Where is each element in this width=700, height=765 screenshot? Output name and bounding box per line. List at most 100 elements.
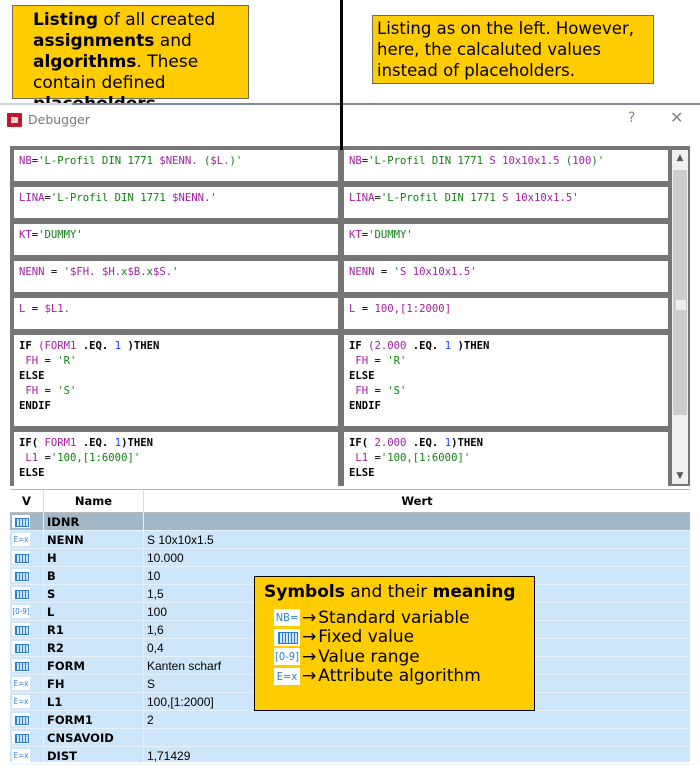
code-token: =	[25, 303, 45, 315]
code-cell-right[interactable]: IF (2.000 .EQ. 1 )THEN FH = 'R' ELSE FH =…	[344, 335, 668, 426]
code-token: '100,[1:6000]'	[380, 452, 471, 464]
code-token: '100,[1:6000]'	[50, 452, 141, 464]
code-token: FH	[19, 355, 39, 367]
column-header-wert[interactable]: Wert	[401, 494, 433, 508]
code-cell-left[interactable]: NB='L-Profil DIN 1771 $NENN. ($L.)'	[14, 150, 338, 181]
code-token: ELSE	[19, 370, 45, 382]
scroll-down-icon[interactable]: ▼	[676, 471, 684, 481]
annotation-right: Listing as on the left. However, here, t…	[372, 15, 654, 84]
code-token: =	[44, 192, 51, 204]
code-token: L	[349, 303, 356, 315]
variable-name: FORM	[47, 659, 85, 673]
attribute-algorithm-icon: E=x	[274, 667, 300, 685]
code-token: =	[374, 266, 394, 278]
app-icon	[7, 113, 22, 127]
code-cell-left[interactable]: IF( FORM1 .EQ. 1)THEN L1 ='100,[1:6000]'…	[14, 432, 338, 486]
code-line: FH = 'S'	[349, 384, 663, 399]
code-cell-left[interactable]: LINA='L-Profil DIN 1771 $NENN.'	[14, 187, 338, 218]
table-row[interactable]: E=x NENN S 10x10x1.5	[10, 531, 690, 549]
code-token: IF(	[349, 437, 375, 449]
variable-value: 0,4	[147, 641, 164, 655]
code-token: =	[368, 355, 388, 367]
code-token: $B.	[127, 266, 147, 278]
code-cell-left[interactable]: L = $L1.	[14, 298, 338, 329]
code-token: 'L-Profil DIN 1771	[380, 192, 503, 204]
variable-value: 1,5	[147, 587, 164, 601]
column-header-v[interactable]: V	[10, 490, 44, 513]
help-button[interactable]: ?	[628, 110, 636, 126]
code-token: ELSE	[349, 467, 375, 479]
code-token: $L1.	[44, 303, 71, 315]
close-button[interactable]: ✕	[670, 108, 684, 127]
code-token: LINA	[349, 192, 375, 204]
code-line: L1 ='100,[1:6000]'	[19, 451, 333, 466]
scrollbar[interactable]: ▲ ▼	[672, 150, 688, 484]
scroll-up-icon[interactable]: ▲	[676, 153, 684, 163]
table-row[interactable]: H 10.000	[10, 549, 690, 567]
fixed-value-icon	[12, 569, 30, 582]
table-row[interactable]: IDNR	[10, 513, 690, 531]
variable-name: B	[47, 569, 56, 583]
code-cell-right[interactable]: NB='L-Profil DIN 1771 S 10x10x1.5 (100)'	[344, 150, 668, 181]
code-token: 'L-Profil DIN 1771	[50, 192, 173, 204]
code-line: ELSE	[349, 369, 663, 384]
code-token: NENN	[349, 266, 375, 278]
code-cell-left[interactable]: KT='DUMMY'	[14, 224, 338, 255]
scrollbar-thumb[interactable]	[673, 170, 687, 415]
code-token: FH	[349, 355, 369, 367]
code-token: ENDIF	[349, 400, 381, 412]
code-token: )THEN	[121, 437, 153, 449]
code-cell-right[interactable]: KT='DUMMY'	[344, 224, 668, 255]
code-cell-left[interactable]: NENN = '$FH. $H.x$B.x$S.'	[14, 261, 338, 292]
code-token: .EQ.	[406, 437, 445, 449]
code-token: '	[63, 266, 71, 278]
code-token: 'L-Profil DIN 1771	[38, 155, 160, 167]
code-token: =	[368, 385, 388, 397]
window-title: Debugger	[28, 112, 90, 127]
variable-name: DIST	[47, 749, 77, 763]
fixed-value-icon	[12, 713, 30, 726]
code-token: (	[559, 155, 573, 167]
code-token: IF	[19, 340, 39, 352]
column-header-name[interactable]: Name	[44, 490, 144, 513]
variable-value: 2	[147, 713, 154, 727]
legend-label: Attribute algorithm	[318, 666, 481, 687]
table-row[interactable]: E=x DIST 1,71429	[10, 747, 690, 765]
code-token: '	[210, 192, 217, 204]
code-line: ENDIF	[19, 399, 333, 414]
code-line: KT='DUMMY'	[349, 228, 663, 243]
table-row[interactable]: FORM1 2	[10, 711, 690, 729]
code-token: IF	[349, 340, 369, 352]
fixed-value-icon	[12, 551, 30, 564]
code-line: ELSE	[349, 466, 663, 481]
code-token: =	[361, 229, 369, 241]
variable-name: H	[47, 551, 57, 565]
code-cell-right[interactable]: LINA='L-Profil DIN 1771 S 10x10x1.5'	[344, 187, 668, 218]
code-line: IF( 2.000 .EQ. 1)THEN	[349, 436, 663, 451]
code-line: L = 100,[1:2000]	[349, 302, 663, 317]
code-token: 1	[114, 437, 122, 449]
code-token: 'DUMMY'	[368, 229, 413, 241]
table-row[interactable]: CNSAVOID	[10, 729, 690, 747]
title-bar: Debugger ? ✕	[0, 105, 700, 137]
variable-value: 10	[147, 569, 161, 583]
code-token: 'DUMMY'	[38, 229, 83, 241]
variable-value: 1,6	[147, 623, 164, 637]
code-line: IF (2.000 .EQ. 1 )THEN	[349, 339, 663, 354]
code-token: 'R'	[387, 355, 407, 367]
code-cell-right[interactable]: L = 100,[1:2000]	[344, 298, 668, 329]
code-token: )THEN	[121, 340, 160, 352]
arrow-icon: →	[302, 607, 317, 628]
code-cell-left[interactable]: IF (FORM1 .EQ. 1 )THEN FH = 'R' ELSE FH =…	[14, 335, 338, 426]
code-cell-right[interactable]: NENN = 'S 10x10x1.5'	[344, 261, 668, 292]
code-token: ENDIF	[19, 400, 51, 412]
code-token: $S.	[153, 266, 173, 278]
code-token: =	[38, 355, 58, 367]
code-token: (	[197, 155, 211, 167]
code-line: FH = 'R'	[349, 354, 663, 369]
annotation-left: Listing of all created assignments and a…	[12, 5, 249, 114]
code-cell-right[interactable]: IF( 2.000 .EQ. 1)THEN L1 ='100,[1:6000]'…	[344, 432, 668, 486]
variable-name: L	[47, 605, 55, 619]
legend-item: E=x → Attribute algorithm	[274, 666, 534, 687]
code-token: 100	[572, 155, 592, 167]
